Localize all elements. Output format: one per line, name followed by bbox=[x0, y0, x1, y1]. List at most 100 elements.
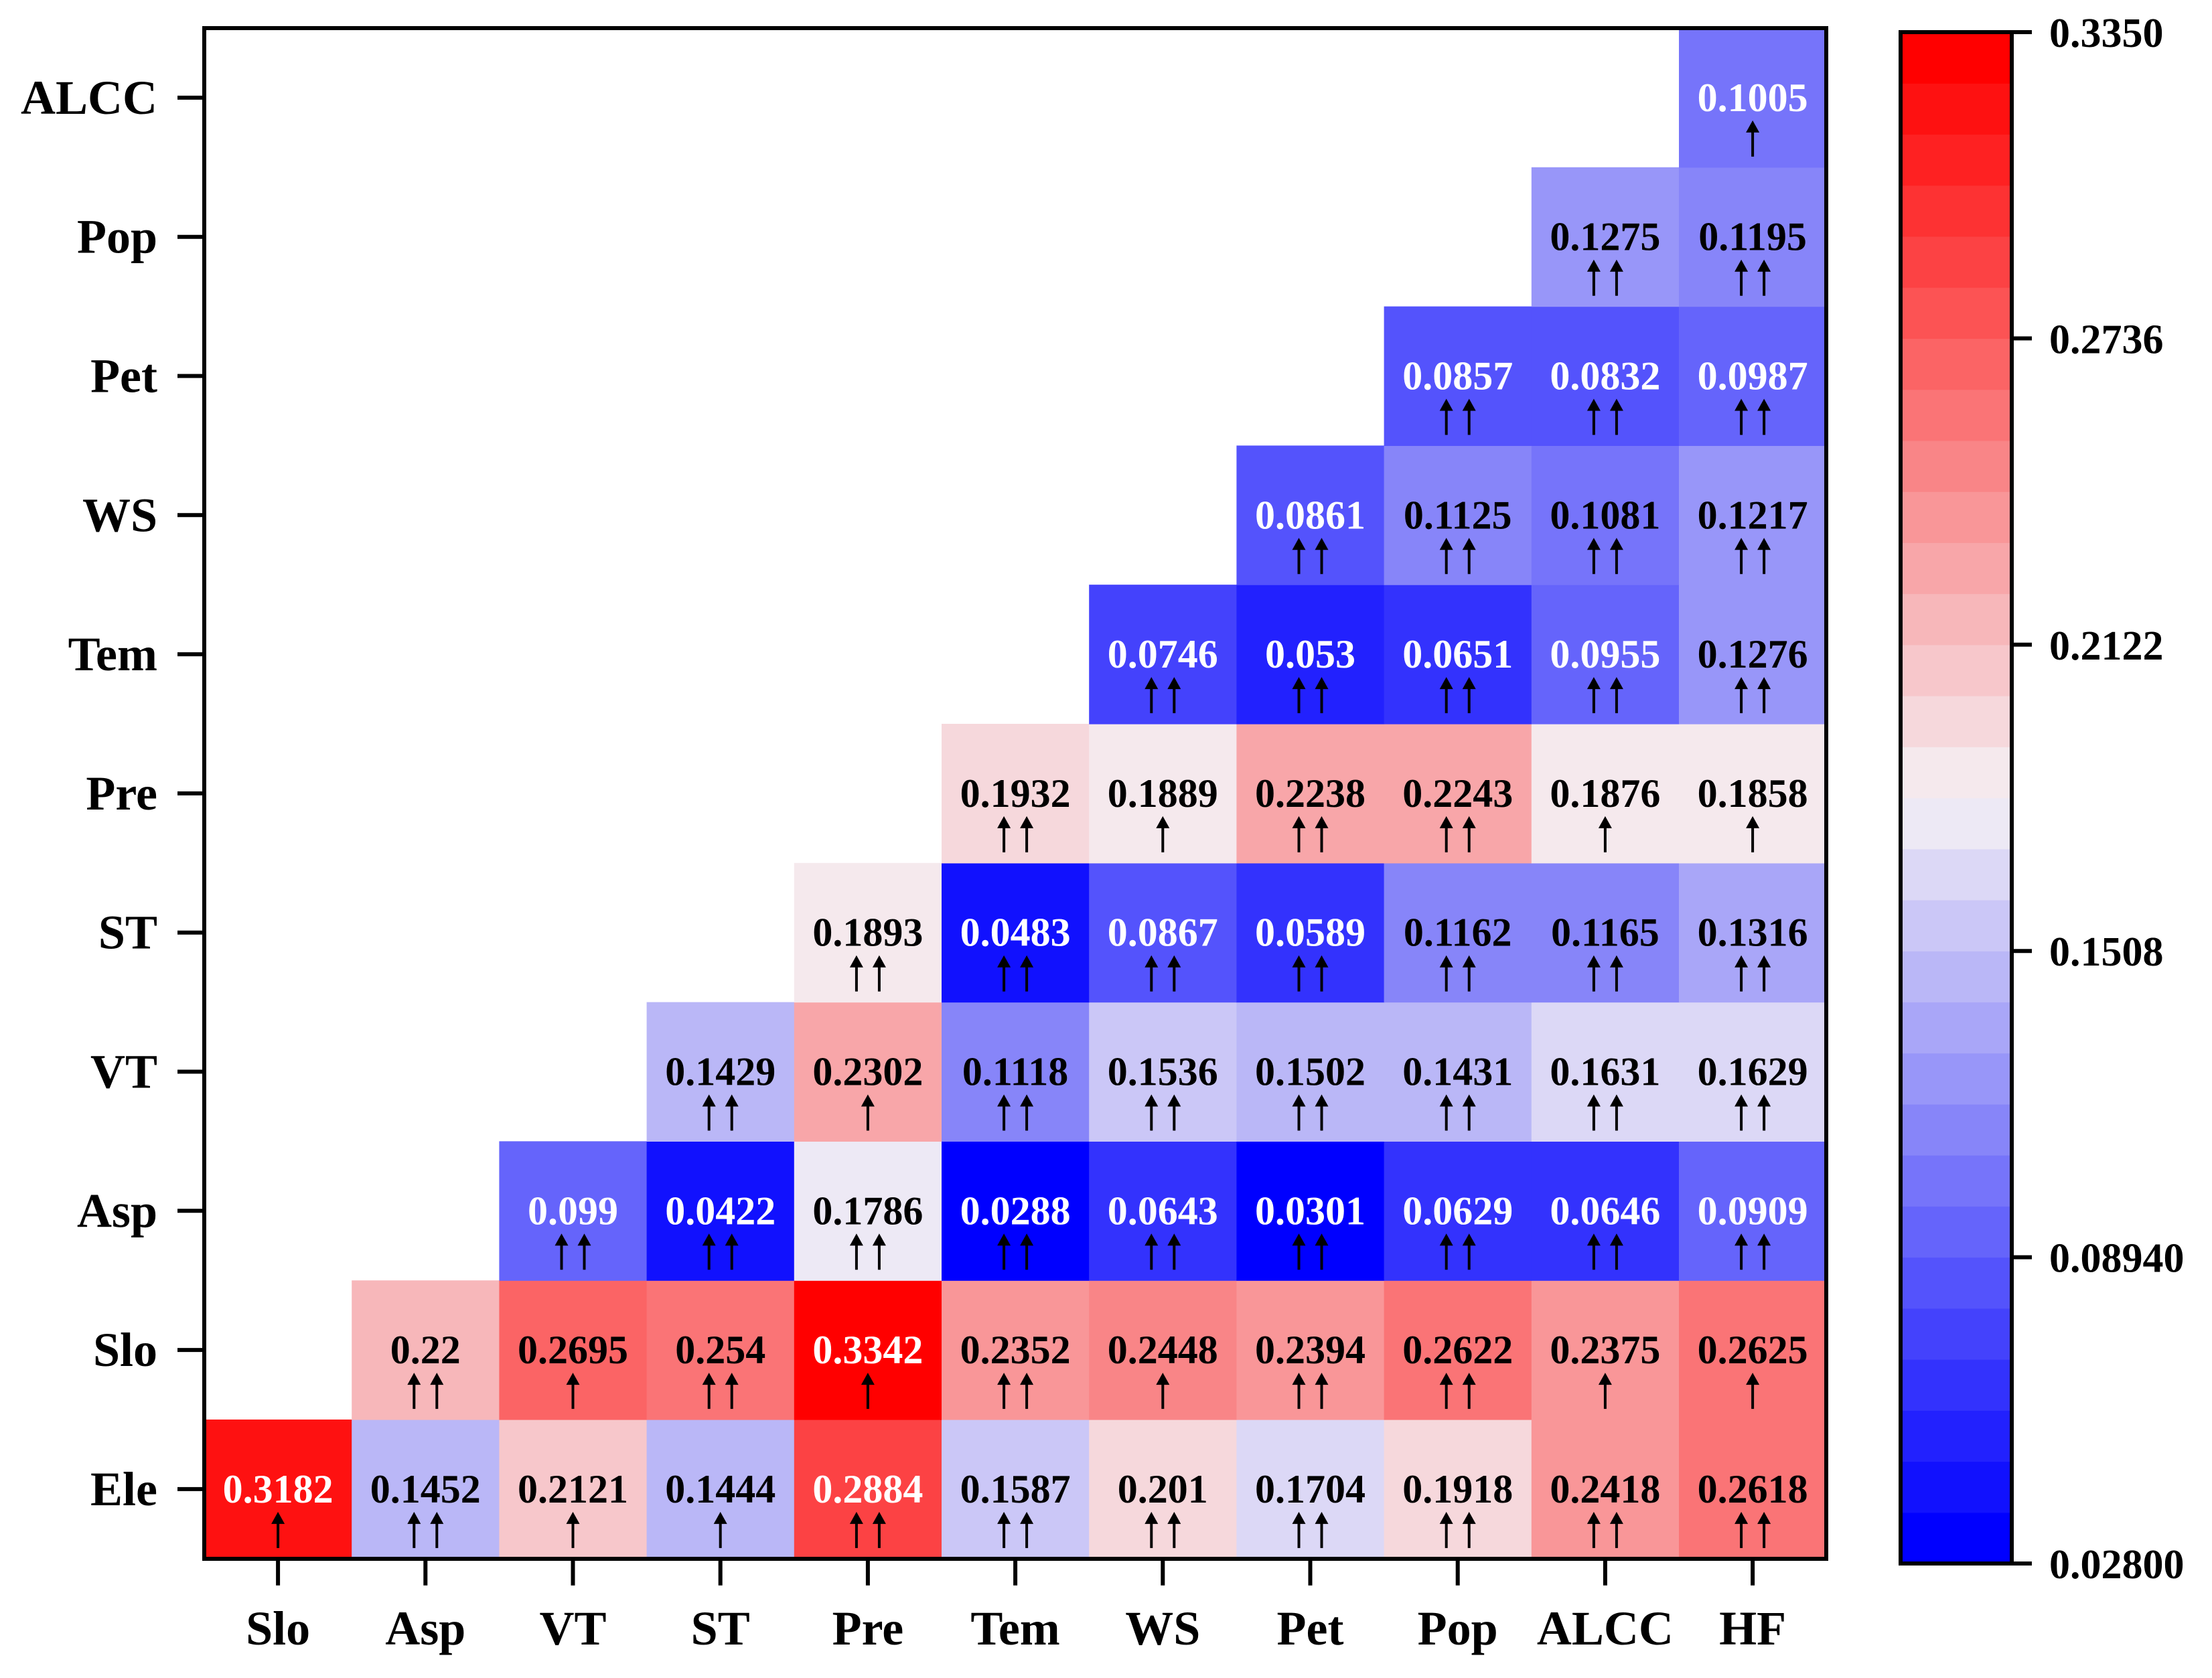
cell-value-label: 0.22 bbox=[390, 1328, 461, 1372]
heatmap-cell bbox=[1531, 167, 1680, 307]
colorbar-tick-label: 0.1508 bbox=[2049, 929, 2164, 975]
arrow-marker bbox=[1292, 1511, 1306, 1548]
cell-value-label: 0.1858 bbox=[1698, 771, 1808, 816]
y-tick-label: Pre bbox=[86, 767, 157, 820]
arrow-marker bbox=[1315, 816, 1329, 852]
cell-value-label: 0.1429 bbox=[665, 1050, 776, 1094]
heatmap-cell bbox=[1679, 167, 1827, 307]
cell-value-label: 0.1629 bbox=[1698, 1050, 1808, 1094]
arrow-marker bbox=[1462, 398, 1476, 435]
arrow-marker bbox=[1609, 398, 1623, 435]
heatmap-cell bbox=[1679, 862, 1827, 1003]
cell-value-label: 0.0589 bbox=[1255, 911, 1366, 955]
arrow-marker bbox=[1757, 955, 1771, 992]
colorbar-band bbox=[1901, 338, 2012, 390]
cell-value-label: 0.0643 bbox=[1108, 1189, 1218, 1233]
colorbar-tick-label: 0.2122 bbox=[2049, 623, 2164, 669]
cell-value-label: 0.201 bbox=[1118, 1467, 1208, 1511]
arrow-marker bbox=[1462, 1233, 1476, 1270]
heatmap-cell bbox=[1531, 1141, 1680, 1281]
arrow-marker bbox=[1462, 677, 1476, 714]
cell-value-label: 0.2884 bbox=[812, 1467, 923, 1511]
arrow-marker bbox=[1735, 259, 1749, 296]
cell-value-label: 0.0955 bbox=[1550, 632, 1660, 676]
arrow-marker bbox=[997, 1373, 1011, 1409]
colorbar-band bbox=[1901, 236, 2012, 288]
heatmap-cell bbox=[1089, 1141, 1237, 1281]
cell-value-label: 0.254 bbox=[675, 1328, 765, 1372]
cell-value-label: 0.0629 bbox=[1402, 1189, 1513, 1233]
arrow-marker bbox=[1757, 398, 1771, 435]
heatmap-cell bbox=[942, 724, 1090, 864]
heatmap-cell bbox=[1384, 306, 1532, 446]
cell-value-label: 0.1889 bbox=[1108, 771, 1218, 816]
heatmap-cell bbox=[942, 1280, 1090, 1420]
y-tick-label: WS bbox=[82, 488, 157, 542]
y-tick-label: Pet bbox=[90, 350, 157, 403]
arrow-marker bbox=[1020, 1094, 1034, 1131]
cell-value-label: 0.0422 bbox=[665, 1189, 776, 1233]
cell-value-label: 0.2625 bbox=[1698, 1328, 1808, 1372]
heatmap-cell bbox=[942, 862, 1090, 1003]
cell-value-label: 0.1502 bbox=[1255, 1050, 1366, 1094]
cell-value-label: 0.0857 bbox=[1402, 354, 1513, 398]
arrow-marker bbox=[1587, 677, 1601, 714]
arrow-marker bbox=[430, 1373, 444, 1409]
heatmap-cell bbox=[1236, 1141, 1385, 1281]
colorbar-band bbox=[1901, 1512, 2012, 1564]
arrow-marker bbox=[713, 1511, 727, 1548]
colorbar-band bbox=[1901, 951, 2012, 1003]
heatmap-cell bbox=[794, 1420, 942, 1559]
arrow-marker bbox=[702, 1233, 716, 1270]
heatmap-cell bbox=[1531, 1002, 1680, 1142]
colorbar-band bbox=[1901, 1461, 2012, 1513]
arrow-marker bbox=[1462, 1373, 1476, 1409]
arrow-marker bbox=[1757, 259, 1771, 296]
cell-value-label: 0.2302 bbox=[812, 1050, 923, 1094]
arrow-marker bbox=[1439, 816, 1453, 852]
heatmap-cell bbox=[1679, 585, 1827, 724]
cell-value-label: 0.1452 bbox=[370, 1467, 481, 1511]
heatmap-cell bbox=[942, 1141, 1090, 1281]
colorbar-band bbox=[1901, 134, 2012, 186]
arrow-marker bbox=[1315, 1094, 1329, 1131]
cell-value-label: 0.0746 bbox=[1108, 632, 1218, 676]
arrow-marker bbox=[1757, 1511, 1771, 1548]
arrow-marker bbox=[1757, 1094, 1771, 1131]
x-tick-label: Tem bbox=[970, 1602, 1059, 1655]
colorbar-band bbox=[1901, 797, 2012, 850]
cell-value-label: 0.0861 bbox=[1255, 493, 1366, 537]
cell-value-label: 0.1431 bbox=[1402, 1050, 1513, 1094]
heatmap-cell bbox=[1236, 724, 1385, 864]
heatmap-cell bbox=[1531, 445, 1680, 585]
arrow-marker bbox=[849, 1511, 863, 1548]
cell-value-label: 0.0867 bbox=[1108, 911, 1218, 955]
arrow-marker bbox=[1020, 1373, 1034, 1409]
x-tick-label: HF bbox=[1719, 1602, 1786, 1655]
arrow-marker bbox=[407, 1373, 421, 1409]
arrow-marker bbox=[271, 1511, 285, 1548]
arrow-marker bbox=[1315, 955, 1329, 992]
heatmap-cell bbox=[794, 1141, 942, 1281]
heatmap-cell bbox=[1236, 585, 1385, 724]
x-tick-label: Slo bbox=[246, 1602, 310, 1655]
heatmap-cell bbox=[1089, 862, 1237, 1003]
cell-value-label: 0.0832 bbox=[1550, 354, 1660, 398]
arrow-marker bbox=[1439, 1094, 1453, 1131]
heatmap-cells bbox=[204, 28, 1827, 1559]
heatmap-cell bbox=[1531, 1420, 1680, 1559]
arrow-marker bbox=[997, 955, 1011, 992]
colorbar-band bbox=[1901, 389, 2012, 441]
colorbar-band bbox=[1901, 1359, 2012, 1411]
colorbar-band bbox=[1901, 1103, 2012, 1156]
arrow-marker bbox=[872, 955, 886, 992]
cell-value-label: 0.3342 bbox=[812, 1328, 923, 1372]
y-tick-label: Ele bbox=[90, 1462, 157, 1516]
arrow-marker bbox=[702, 1094, 716, 1131]
colorbar-band bbox=[1901, 1002, 2012, 1054]
colorbar-band bbox=[1901, 1308, 2012, 1360]
heatmap-cell bbox=[1236, 1420, 1385, 1559]
colorbar-band bbox=[1901, 593, 2012, 645]
axes: Slo Asp VT ST Pre Tem WS Pet Pop ALCC HF Ele Slo Asp V… bbox=[21, 71, 1786, 1655]
